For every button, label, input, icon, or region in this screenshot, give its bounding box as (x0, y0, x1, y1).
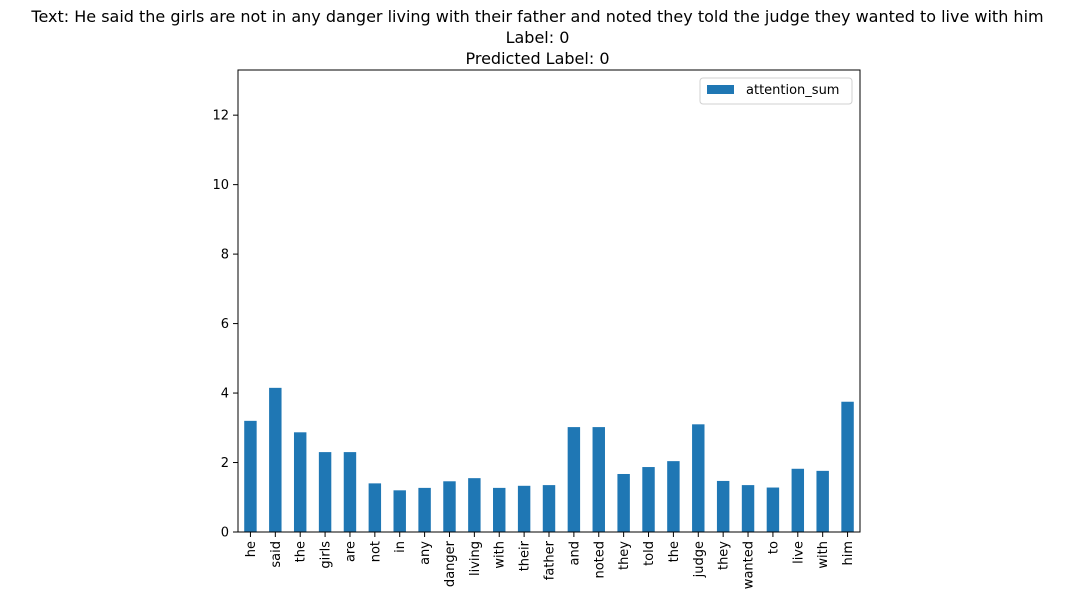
x-tick-label: said (269, 541, 284, 568)
x-tick-label: wanted (742, 541, 757, 589)
bar-wanted (741, 485, 755, 532)
x-tick-label: in (393, 541, 408, 553)
x-tick-label: with (493, 541, 508, 569)
y-tick-label: 6 (221, 317, 229, 332)
legend-label: attention_sum (746, 83, 839, 98)
bar-the (667, 461, 680, 532)
x-tick-label: to (766, 541, 781, 554)
bar-are (343, 452, 357, 532)
y-axis: 0 2 4 6 8 10 12 (212, 109, 238, 541)
x-tick-label: the (294, 541, 309, 562)
x-tick-label: living (468, 541, 483, 576)
x-tick-label: any (418, 541, 433, 565)
y-tick-label: 0 (221, 526, 229, 541)
y-tick-label: 8 (221, 248, 229, 263)
y-tick-label: 4 (221, 387, 229, 402)
x-tick-label: live (791, 541, 806, 564)
title-text-line: Text: He said the girls are not in any d… (31, 7, 1044, 26)
bar-living (468, 478, 481, 532)
x-tick-label: they (617, 541, 632, 570)
x-tick-label: danger (443, 540, 458, 587)
bar-father (542, 485, 556, 532)
bar-told (642, 467, 655, 532)
bar-the (293, 432, 307, 532)
x-tick-label: told (642, 541, 657, 566)
bar-girls (318, 452, 332, 532)
x-tick-label: the (667, 541, 682, 562)
title-predicted-line: Predicted Label: 0 (465, 49, 610, 68)
bar-judge (692, 424, 705, 532)
bar-noted (592, 427, 605, 532)
bar-danger (443, 481, 456, 532)
x-tick-label: and (567, 541, 582, 565)
x-tick-label: he (244, 541, 259, 557)
x-tick-label: girls (319, 541, 334, 569)
figure-title: Text: He said the girls are not in any d… (0, 6, 1075, 69)
bar-their (517, 485, 531, 532)
bar-in (393, 490, 406, 532)
x-tick-label: judge (692, 541, 707, 578)
bar-they (617, 473, 630, 532)
bar-live (791, 468, 805, 532)
x-tick-label: him (841, 541, 856, 566)
x-tick-label: their (518, 540, 533, 571)
y-tick-label: 2 (221, 456, 229, 471)
bar-with (816, 470, 829, 532)
bar-they (716, 480, 730, 532)
x-tick-label: with (816, 541, 831, 569)
x-tick-label: they (717, 541, 732, 570)
plot-frame (237, 69, 861, 533)
y-tick-label: 12 (212, 109, 229, 124)
bar-with (493, 487, 506, 532)
bars-group (244, 387, 854, 532)
x-tick-label: are (343, 541, 358, 562)
title-label-line: Label: 0 (505, 28, 570, 47)
legend-swatch (707, 85, 734, 94)
legend: attention_sum (699, 77, 853, 105)
x-tick-label: not (368, 541, 383, 562)
bar-and (567, 427, 581, 532)
bar-said (269, 387, 282, 532)
legend-box (699, 77, 853, 105)
bar-to (766, 487, 780, 532)
bar-any (418, 487, 431, 532)
x-axis: he said the girls are not in any danger living wit… (244, 532, 856, 589)
bar-he (244, 420, 257, 532)
x-tick-label: noted (592, 541, 607, 579)
bar-him (841, 401, 854, 532)
bar-not (368, 483, 382, 532)
y-tick-label: 10 (212, 178, 229, 193)
x-tick-label: father (543, 540, 558, 580)
